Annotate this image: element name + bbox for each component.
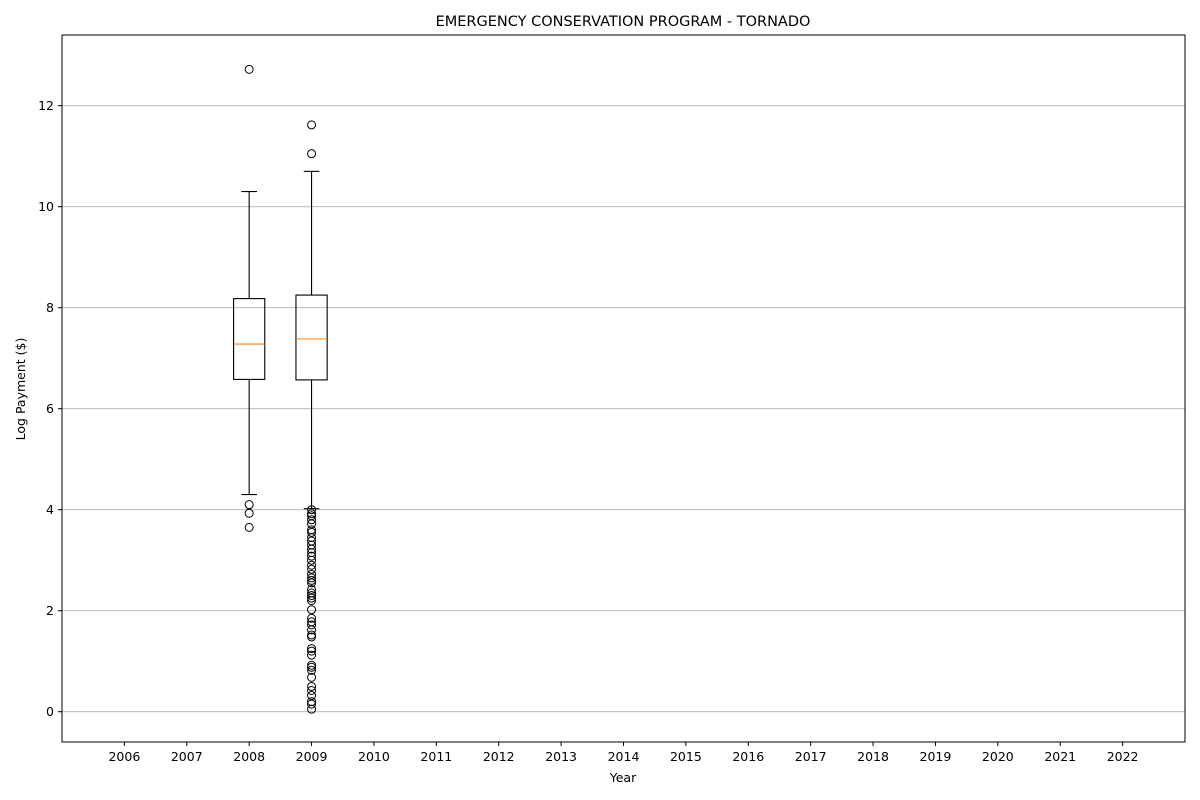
outlier-point bbox=[307, 591, 317, 601]
outlier-point bbox=[307, 593, 317, 603]
y-tick-label: 0 bbox=[46, 704, 54, 719]
outlier-point bbox=[307, 699, 317, 709]
y-axis-ticks: 0 2 4 6 8 10 12 bbox=[38, 98, 62, 719]
x-tick-label: 2014 bbox=[608, 749, 640, 764]
outlier-point bbox=[307, 560, 317, 570]
iqr-box bbox=[233, 298, 266, 380]
x-tick-label: 2007 bbox=[171, 749, 203, 764]
x-axis-label: Year bbox=[609, 770, 637, 785]
outlier-point bbox=[307, 584, 317, 594]
outlier-point bbox=[307, 681, 317, 691]
outlier-point bbox=[307, 544, 317, 554]
outlier-point bbox=[307, 625, 317, 635]
x-tick-label: 2006 bbox=[108, 749, 140, 764]
x-tick-label: 2010 bbox=[358, 749, 390, 764]
y-tick-label: 4 bbox=[46, 502, 54, 517]
x-tick-label: 2018 bbox=[857, 749, 889, 764]
box-plot-2009 bbox=[295, 120, 328, 714]
outlier-point bbox=[244, 508, 254, 518]
x-tick-label: 2022 bbox=[1107, 749, 1139, 764]
outlier-point bbox=[244, 64, 254, 74]
outlier-point bbox=[307, 120, 317, 130]
outlier-point bbox=[307, 149, 317, 159]
x-tick-label: 2020 bbox=[982, 749, 1014, 764]
x-tick-label: 2013 bbox=[545, 749, 577, 764]
x-tick-label: 2016 bbox=[732, 749, 764, 764]
box-plots bbox=[233, 64, 328, 714]
x-tick-label: 2015 bbox=[670, 749, 702, 764]
outlier-point bbox=[307, 564, 317, 574]
x-tick-label: 2011 bbox=[420, 749, 452, 764]
y-tick-label: 8 bbox=[46, 300, 54, 315]
outlier-point bbox=[307, 632, 317, 642]
outlier-point bbox=[244, 522, 254, 532]
y-tick-label: 12 bbox=[38, 98, 54, 113]
outlier-point bbox=[307, 620, 317, 630]
plot-area-frame bbox=[61, 34, 1186, 743]
outlier-point bbox=[307, 704, 317, 714]
x-tick-label: 2019 bbox=[920, 749, 952, 764]
outlier-point bbox=[307, 505, 317, 515]
y-tick-label: 10 bbox=[38, 199, 54, 214]
x-tick-label: 2008 bbox=[233, 749, 265, 764]
outlier-point bbox=[307, 665, 317, 675]
outlier-point bbox=[307, 555, 317, 565]
outlier-point bbox=[307, 613, 317, 623]
x-tick-label: 2012 bbox=[483, 749, 515, 764]
outlier-point bbox=[307, 573, 317, 583]
outlier-point bbox=[307, 578, 317, 588]
outlier-point bbox=[307, 575, 317, 585]
outlier-point bbox=[307, 551, 317, 561]
outlier-point bbox=[307, 569, 317, 579]
x-tick-label: 2009 bbox=[296, 749, 328, 764]
outlier-point bbox=[307, 605, 317, 615]
outlier-point bbox=[244, 500, 254, 510]
x-tick-label: 2017 bbox=[795, 749, 827, 764]
chart-title: EMERGENCY CONSERVATION PROGRAM - TORNADO bbox=[436, 14, 811, 30]
y-axis-label: Log Payment ($) bbox=[13, 338, 28, 441]
x-tick-label: 2021 bbox=[1044, 749, 1076, 764]
outlier-point bbox=[307, 650, 317, 660]
iqr-box bbox=[295, 294, 328, 381]
outlier-point bbox=[307, 691, 317, 701]
outlier-point bbox=[307, 646, 317, 656]
outlier-point bbox=[307, 644, 317, 654]
box-plot-2008 bbox=[233, 64, 266, 532]
outlier-point bbox=[307, 596, 317, 606]
outlier-point bbox=[307, 515, 317, 525]
outlier-point bbox=[307, 662, 317, 672]
outlier-point bbox=[307, 672, 317, 682]
y-tick-label: 6 bbox=[46, 401, 54, 416]
outlier-point bbox=[307, 630, 317, 640]
grid-lines bbox=[62, 105, 1185, 713]
outlier-point bbox=[307, 527, 317, 537]
outlier-point bbox=[307, 519, 317, 529]
x-axis-ticks: 2006 2007 2008 2009 2010 2011 2012 2013 2014 2015… bbox=[108, 742, 1139, 764]
y-tick-label: 2 bbox=[46, 603, 54, 618]
outlier-point bbox=[307, 685, 317, 695]
